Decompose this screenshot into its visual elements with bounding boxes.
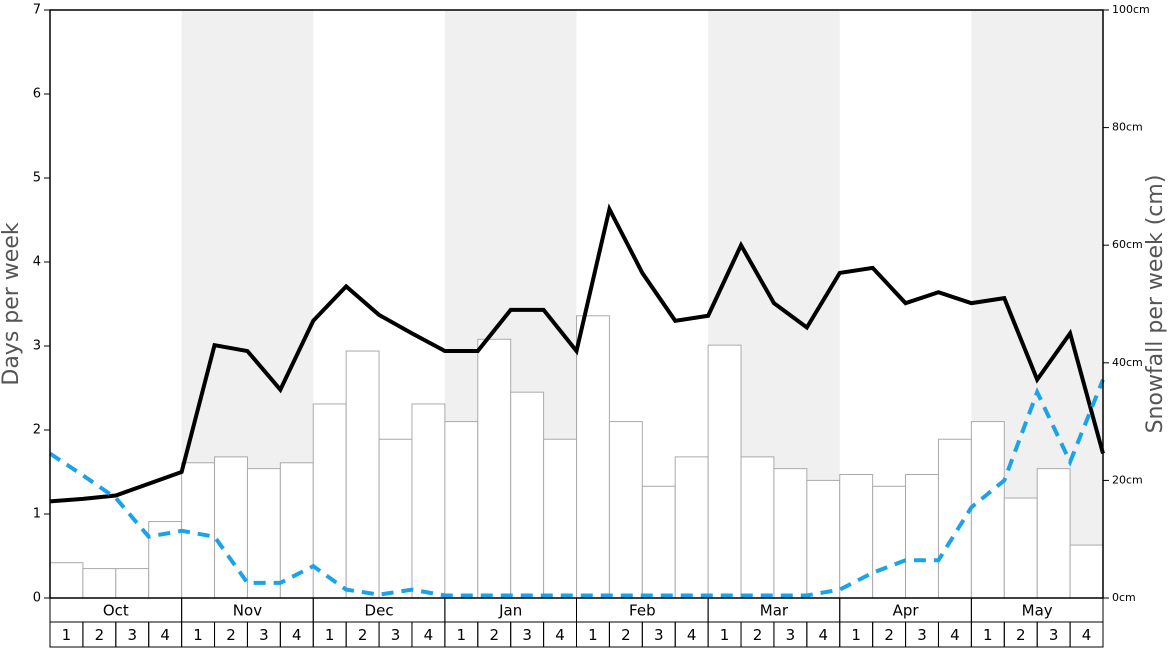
x-tick-label: 2 (1016, 626, 1026, 644)
x-tick-label: 1 (588, 626, 598, 644)
bar (740, 456, 775, 599)
y-tick-label: 1 (33, 507, 41, 522)
bar (279, 462, 314, 599)
bar (411, 403, 446, 599)
month-label: Jan (498, 602, 522, 620)
x-tick-label: 3 (917, 626, 927, 644)
bar (49, 562, 84, 599)
month-label: Mar (760, 602, 789, 620)
x-tick-label: 4 (1082, 626, 1092, 644)
y-tick-label: 7 (33, 3, 41, 18)
bar (378, 438, 413, 599)
x-tick-label: 1 (325, 626, 335, 644)
y-tick-label: 2 (33, 423, 41, 438)
bar (345, 350, 380, 599)
bar (773, 468, 808, 599)
line-series (49, 203, 1105, 504)
bar (937, 438, 972, 599)
y2-tick-label: 40cm (1112, 356, 1143, 369)
bar (444, 421, 479, 599)
bar (707, 344, 742, 599)
y-axis-title: Days per week (0, 222, 24, 385)
y-tick-label: 0 (33, 591, 41, 606)
bar (806, 479, 841, 599)
x-tick-label: 1 (457, 626, 467, 644)
x-tick-label: 2 (489, 626, 499, 644)
x-tick-label: 1 (983, 626, 993, 644)
x-tick-label: 2 (753, 626, 763, 644)
y2-axis-title: Snowfall per week (cm) (1143, 175, 1168, 434)
x-tick-label: 4 (819, 626, 829, 644)
bar (1036, 468, 1071, 599)
bar (510, 391, 545, 599)
y2-tick-label: 60cm (1112, 238, 1143, 251)
y-tick-label: 6 (33, 87, 41, 102)
x-tick-label: 1 (720, 626, 730, 644)
x-tick-label: 3 (654, 626, 664, 644)
y2-tick-label: 80cm (1112, 121, 1143, 134)
bar (543, 438, 577, 599)
x-tick-label: 2 (884, 626, 894, 644)
bar (641, 485, 676, 599)
x-tick-label: 4 (555, 626, 565, 644)
x-tick-label: 4 (160, 626, 170, 644)
bar (905, 474, 939, 599)
y-tick-label: 3 (33, 339, 41, 354)
x-tick-label: 3 (1049, 626, 1059, 644)
x-tick-label: 3 (391, 626, 401, 644)
month-label: Oct (103, 602, 129, 620)
y2-tick-label: 100cm (1112, 3, 1150, 16)
x-tick-label: 2 (226, 626, 236, 644)
x-tick-label: 3 (786, 626, 796, 644)
x-tick-label: 3 (259, 626, 269, 644)
bar (1003, 497, 1038, 599)
month-label: Feb (629, 602, 656, 620)
bar (608, 421, 643, 599)
x-tick-label: 3 (522, 626, 532, 644)
y-tick-label: 4 (33, 255, 41, 270)
bar (82, 568, 117, 599)
month-label: May (1022, 602, 1053, 620)
bar (246, 468, 281, 599)
bar (872, 485, 907, 599)
x-tick-label: 4 (424, 626, 434, 644)
x-tick-label: 4 (687, 626, 697, 644)
x-tick-label: 1 (851, 626, 861, 644)
bar (970, 421, 1005, 599)
bar (312, 403, 347, 599)
month-label: Nov (233, 602, 262, 620)
bar (839, 474, 874, 599)
x-tick-label: 1 (193, 626, 203, 644)
month-label: Dec (365, 602, 394, 620)
bar (477, 338, 512, 599)
x-tick-label: 2 (621, 626, 631, 644)
y-tick-label: 5 (33, 171, 41, 186)
bar (1069, 544, 1104, 599)
bar (115, 568, 150, 599)
x-tick-label: 4 (292, 626, 302, 644)
x-tick-label: 4 (950, 626, 960, 644)
week-cell (1069, 621, 1104, 648)
x-tick-label: 3 (127, 626, 137, 644)
x-tick-label: 2 (358, 626, 368, 644)
month-label: Apr (893, 602, 920, 620)
x-tick-label: 2 (95, 626, 105, 644)
bar (576, 315, 610, 599)
y2-tick-label: 20cm (1112, 473, 1143, 486)
x-tick-label: 1 (62, 626, 72, 644)
y2-tick-label: 0cm (1112, 591, 1136, 604)
bar (674, 456, 709, 599)
